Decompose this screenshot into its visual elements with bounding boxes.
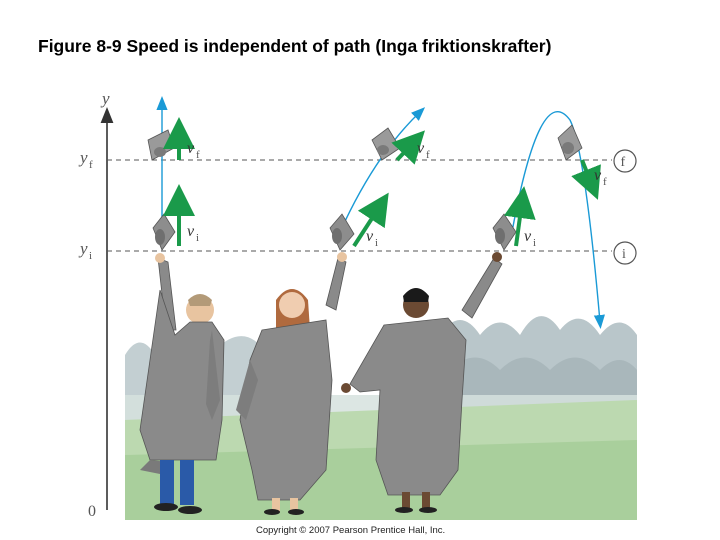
svg-text:f: f xyxy=(196,149,200,161)
y-axis-label: y xyxy=(100,89,110,108)
y-axis: y y f y i 0 xyxy=(78,89,114,520)
svg-text:v: v xyxy=(187,223,195,240)
yf-subscript: f xyxy=(89,159,93,171)
vector-vf-2 xyxy=(391,130,425,165)
svg-text:i: i xyxy=(622,247,626,262)
svg-text:i: i xyxy=(196,232,199,244)
copyright-notice: Copyright © 2007 Pearson Prentice Hall, … xyxy=(256,525,446,536)
svg-text:v: v xyxy=(366,228,374,245)
svg-text:f: f xyxy=(426,149,430,161)
graduate-man xyxy=(139,253,225,514)
label-vi-3: v i xyxy=(524,228,536,249)
cap-initial-3 xyxy=(492,213,517,251)
graduate-right xyxy=(341,252,503,513)
cap-initial-2 xyxy=(329,213,355,251)
label-vf-2: v f xyxy=(417,140,430,161)
initial-level-marker: i xyxy=(613,241,637,265)
cap-final-3 xyxy=(557,124,583,161)
yi-subscript: i xyxy=(89,250,92,262)
svg-text:f: f xyxy=(621,155,626,170)
svg-text:v: v xyxy=(417,140,425,157)
cap-final-1 xyxy=(147,129,175,161)
vector-vi-3 xyxy=(503,186,536,247)
origin-label: 0 xyxy=(88,503,96,520)
label-vf-1: v f xyxy=(187,140,200,161)
cap-final-2 xyxy=(371,127,401,161)
label-vi-2: v i xyxy=(366,228,378,249)
vector-vi-2 xyxy=(352,192,389,248)
svg-text:i: i xyxy=(533,237,536,249)
svg-text:v: v xyxy=(524,228,532,245)
svg-text:i: i xyxy=(375,237,378,249)
svg-text:f: f xyxy=(603,176,607,188)
svg-text:v: v xyxy=(594,167,602,184)
graduate-woman xyxy=(236,252,347,515)
svg-text:v: v xyxy=(187,140,195,157)
label-vf-3: v f xyxy=(594,167,607,188)
label-vi-1: v i xyxy=(187,223,199,244)
vector-vf-3 xyxy=(571,159,601,200)
final-level-marker: f xyxy=(613,149,637,173)
cap-initial-1 xyxy=(152,213,176,251)
trajectory-angled xyxy=(339,107,426,233)
figure-title: Figure 8-9 Speed is independent of path … xyxy=(38,36,552,56)
yi-label: y xyxy=(78,239,88,258)
trajectory-parabola xyxy=(511,110,605,329)
yf-label: y xyxy=(78,148,88,167)
